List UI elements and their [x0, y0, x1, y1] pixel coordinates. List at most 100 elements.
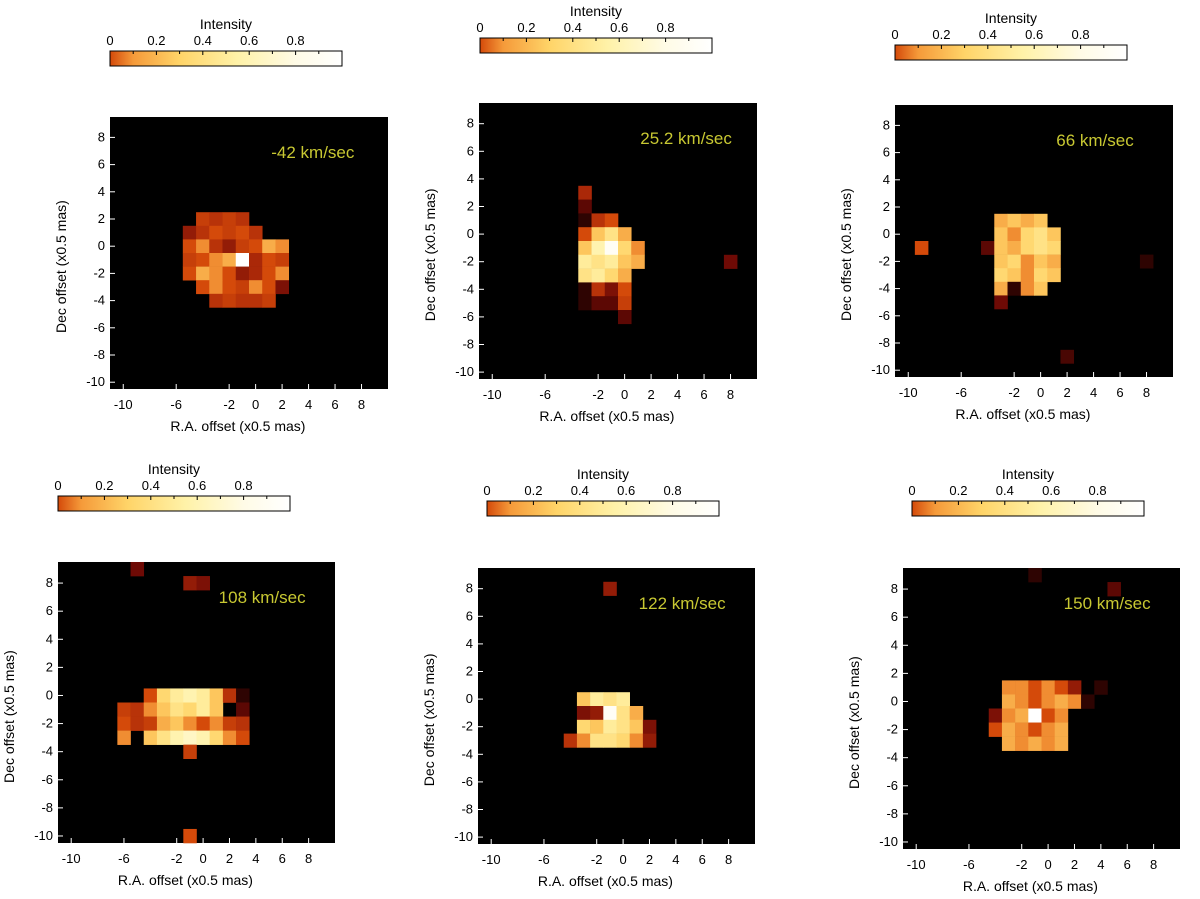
colorbar-tick-label: 0 [54, 478, 61, 493]
heatmap-cell [563, 733, 578, 748]
colorbar-title: Intensity [570, 3, 622, 19]
heatmap-cell [209, 688, 224, 703]
heatmap-cell [196, 730, 210, 745]
heatmap-cell [209, 280, 223, 295]
x-tick-label: 6 [1124, 857, 1131, 872]
heatmap-cell [994, 281, 1008, 296]
y-tick-label: 6 [466, 608, 473, 623]
heatmap-cell [1007, 254, 1022, 269]
heatmap-cell [576, 733, 591, 748]
heatmap-cell [578, 185, 592, 200]
heatmap-cell [1054, 736, 1069, 751]
heatmap-cell [130, 562, 145, 577]
y-tick-label: 6 [467, 143, 474, 158]
heatmap-cell [249, 266, 263, 281]
channel-map-panel: Intensity 0 0.2 0.4 0.6 0.8 150 km/sec -10 -6 -2 0… [846, 466, 1180, 894]
x-tick-label: -2 [1008, 385, 1020, 400]
y-tick-label: 0 [467, 226, 474, 241]
velocity-label: -42 km/sec [271, 143, 355, 162]
heatmap-cell [629, 706, 644, 721]
heatmap-cell [235, 225, 250, 240]
y-tick-label: -6 [461, 774, 473, 789]
heatmap-cell [1007, 241, 1022, 255]
velocity-label: 25.2 km/sec [640, 129, 732, 148]
heatmap-cell [183, 702, 197, 717]
colorbar-tick-label: 0.4 [571, 483, 589, 498]
heatmap-cell [1054, 708, 1069, 723]
heatmap-cell [576, 692, 591, 707]
heatmap-cell [143, 716, 158, 731]
y-axis-label: Dec offset (x0.5 mas) [846, 656, 862, 789]
heatmap-cell [222, 253, 237, 267]
channel-map-panel: Intensity 0 0.2 0.4 0.6 0.8 122 km/sec -10 -6 -2 0… [421, 466, 755, 889]
x-tick-label: -2 [223, 397, 235, 412]
heatmap-cell [262, 253, 276, 267]
heatmap-cell [235, 293, 250, 308]
heatmap-cell [236, 716, 250, 731]
heatmap-cell [117, 730, 131, 745]
heatmap-cell [196, 212, 210, 227]
heatmap-cell [170, 702, 184, 717]
heatmap-cell [576, 706, 591, 721]
y-tick-label: 4 [883, 172, 890, 187]
heatmap-cell [156, 730, 171, 745]
velocity-label: 150 km/sec [1064, 594, 1151, 613]
heatmap-cell [182, 225, 197, 240]
heatmap-cell [1034, 241, 1048, 255]
heatmap-cell [604, 282, 619, 297]
y-tick-label: -8 [41, 800, 53, 815]
heatmap-cell [196, 576, 210, 591]
x-tick-label: -10 [899, 385, 918, 400]
heatmap-cell [182, 266, 197, 281]
heatmap-cell [618, 241, 632, 256]
heatmap-cell [1028, 680, 1042, 695]
heatmap-cell [1028, 722, 1042, 737]
heatmap-cell [1028, 708, 1042, 723]
heatmap-cell [1015, 680, 1029, 695]
heatmap-cell [249, 253, 263, 267]
heatmap-cell [235, 253, 250, 267]
x-tick-label: 2 [278, 397, 285, 412]
heatmap-cell [591, 213, 606, 228]
heatmap-cell [1139, 254, 1154, 269]
heatmap-cell [578, 241, 592, 256]
x-tick-label: 6 [700, 387, 707, 402]
x-axis-label: R.A. offset (x0.5 mas) [955, 406, 1090, 422]
colorbar-tick-label: 0.8 [287, 33, 305, 48]
x-tick-label: 0 [621, 387, 628, 402]
heatmap-cell [117, 716, 131, 731]
y-tick-label: -10 [879, 834, 898, 849]
heatmap-cell [249, 225, 263, 240]
heatmap-cell [235, 212, 250, 227]
heatmap-cell [1034, 281, 1048, 296]
x-tick-label: 6 [331, 397, 338, 412]
x-tick-label: 2 [226, 851, 233, 866]
heatmap-cell [156, 716, 171, 731]
y-axis-label: Dec offset (x0.5 mas) [838, 188, 854, 321]
y-tick-label: 8 [883, 117, 890, 132]
x-tick-label: 2 [1071, 857, 1078, 872]
heatmap-cell [994, 254, 1008, 269]
heatmap-cell [578, 213, 592, 228]
colorbar-tick-label: 0.8 [1089, 483, 1107, 498]
heatmap-cell [235, 280, 250, 295]
x-tick-label: 0 [619, 852, 626, 867]
x-tick-label: -10 [482, 852, 501, 867]
heatmap-cell [1015, 736, 1029, 751]
colorbar-tick-label: 0.2 [524, 483, 542, 498]
heatmap-cell [275, 280, 290, 295]
heatmap-cell [616, 733, 630, 748]
y-tick-label: -10 [454, 829, 473, 844]
heatmap-cell [236, 702, 250, 717]
colorbar-tick-label: 0.2 [147, 33, 165, 48]
heatmap-cell [618, 282, 632, 297]
heatmap-cell [1047, 227, 1061, 242]
heatmap-cell [1001, 680, 1016, 695]
x-tick-label: -6 [118, 851, 130, 866]
heatmap-cell [249, 293, 263, 308]
y-tick-label: 4 [891, 637, 898, 652]
y-axis-label: Dec offset (x0.5 mas) [421, 653, 437, 786]
x-tick-label: -10 [114, 397, 133, 412]
heatmap-cell [1054, 694, 1069, 709]
heatmap-cell [576, 719, 591, 734]
